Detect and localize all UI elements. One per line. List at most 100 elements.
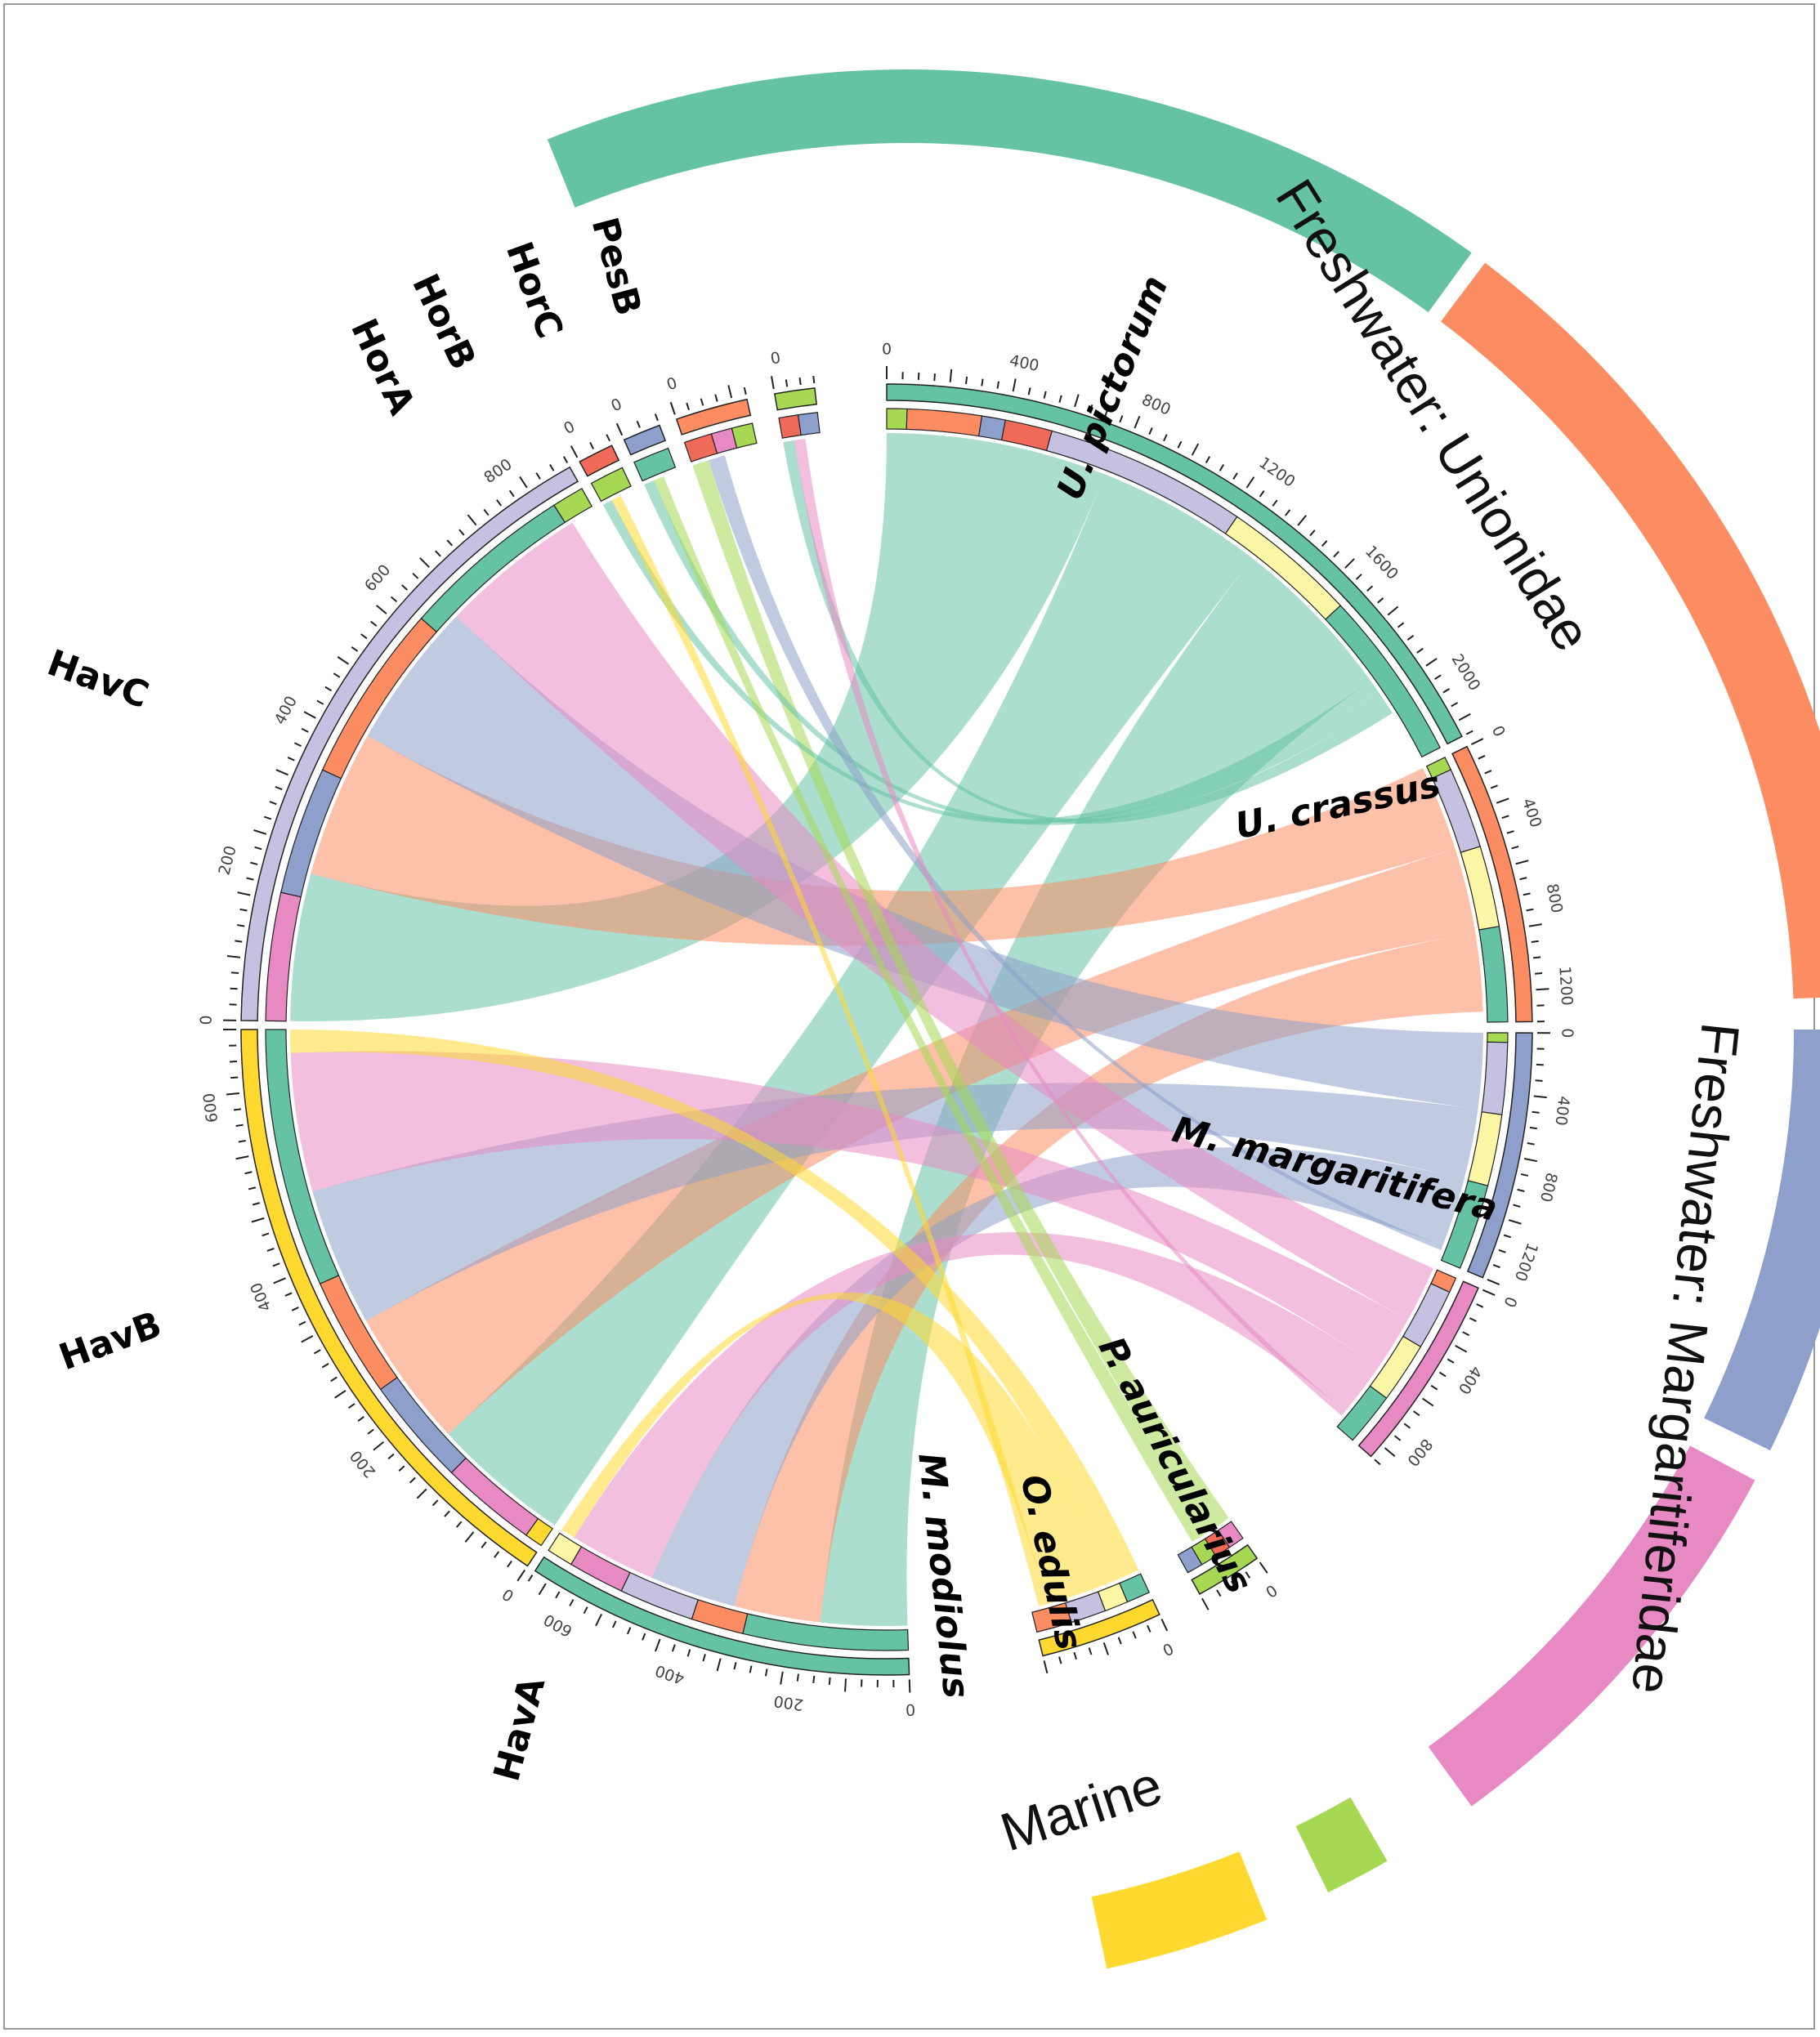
tick-upic-14 xyxy=(1104,409,1108,418)
tick-label-paur-0: 0 xyxy=(1500,1293,1520,1310)
tick-havc-28 xyxy=(375,605,387,614)
tick-horc-4 xyxy=(727,385,733,399)
tick-havb-0 xyxy=(516,1569,526,1582)
tick-label-upic-1: 400 xyxy=(1008,351,1040,375)
tick-upic-31 xyxy=(1333,551,1339,558)
tick-ucra-7 xyxy=(1511,845,1519,850)
tick-upic-18 xyxy=(1163,434,1168,442)
tick-label-horc-0: 0 xyxy=(664,374,679,395)
tick-ucra-11 xyxy=(1526,908,1534,912)
tick-havc-15 xyxy=(275,785,283,791)
tick-havc-4 xyxy=(226,955,241,958)
tick-havc-29 xyxy=(391,596,398,603)
tick-havc-18 xyxy=(294,742,302,748)
tick-upic-3 xyxy=(933,373,936,382)
tick-mmod-8 xyxy=(1043,1660,1049,1674)
sector-band-hava xyxy=(534,1556,910,1676)
tick-havc-32 xyxy=(419,557,430,568)
tick-paur-8 xyxy=(1422,1397,1434,1407)
tick-havb-22 xyxy=(291,1307,299,1311)
links-layer xyxy=(290,433,1483,1627)
tick-havc-40 xyxy=(519,476,528,489)
sector-label-hora: HorA xyxy=(342,312,423,421)
tick-label-pesb-0: 0 xyxy=(769,349,782,369)
tick-havc-8 xyxy=(237,891,251,896)
tick-hava-13 xyxy=(702,1654,706,1662)
tick-havc-21 xyxy=(316,699,324,705)
tick-upic-11 xyxy=(1058,395,1062,403)
tick-pesb-1 xyxy=(785,379,789,387)
sector-track-horb-0 xyxy=(633,447,677,482)
group-arc-marine-yellow xyxy=(1091,1851,1268,1969)
tick-upic-15 xyxy=(1119,415,1124,423)
tick-mmar-7 xyxy=(1527,1142,1535,1146)
tick-ucra-1 xyxy=(1478,755,1486,760)
tick-havb-35 xyxy=(233,1108,242,1111)
tick-hava-4 xyxy=(844,1678,847,1692)
link-mmar-hava xyxy=(651,1147,1464,1606)
tick-label-havc-2: 400 xyxy=(271,693,301,727)
tick-havc-9 xyxy=(246,877,254,881)
tick-havc-14 xyxy=(269,801,277,806)
tick-havc-11 xyxy=(254,846,262,851)
tick-havb-12 xyxy=(373,1441,385,1451)
tick-upic-20 xyxy=(1191,443,1200,456)
tick-upic-35 xyxy=(1377,597,1384,604)
tick-horb-2 xyxy=(654,413,659,422)
group-arc-margaritiferidae-pink xyxy=(1428,1445,1755,1807)
tick-upic-8 xyxy=(1012,378,1017,392)
link-mmar-havb xyxy=(312,1083,1478,1321)
tick-label-ucra-1: 400 xyxy=(1518,796,1545,829)
tick-label-mmar-3: 1200 xyxy=(1511,1240,1541,1284)
sector-label-horb: HorB xyxy=(404,268,484,376)
tick-paur-3 xyxy=(1462,1331,1470,1337)
tick-label-hava-0: 0 xyxy=(906,1700,916,1718)
tick-upic-37 xyxy=(1397,622,1405,628)
tick-upic-22 xyxy=(1219,464,1225,471)
tick-label-hava-3: 600 xyxy=(541,1610,575,1641)
tick-label-mmar-1: 400 xyxy=(1551,1095,1572,1127)
tick-hava-18 xyxy=(626,1627,632,1635)
tick-ucra-4 xyxy=(1496,797,1509,804)
tick-upic-28 xyxy=(1297,515,1307,526)
tick-hava-25 xyxy=(527,1575,534,1582)
tick-upic-32 xyxy=(1344,558,1355,569)
sector-track-mmar-1 xyxy=(1481,1041,1509,1115)
tick-horc-3 xyxy=(714,394,718,402)
tick-hava-11 xyxy=(733,1662,737,1670)
tick-upic-9 xyxy=(1027,387,1031,395)
tick-hava-24 xyxy=(538,1583,547,1596)
tick-havb-21 xyxy=(298,1320,306,1326)
tick-upic-43 xyxy=(1451,702,1459,708)
tick-upic-23 xyxy=(1232,472,1238,480)
tick-havc-20 xyxy=(303,711,316,719)
tick-havb-19 xyxy=(313,1349,321,1355)
tick-paur-9 xyxy=(1413,1410,1420,1417)
tick-havb-32 xyxy=(235,1155,249,1160)
tick-label-hava-1: 200 xyxy=(772,1691,804,1713)
tick-paur-10 xyxy=(1403,1423,1411,1429)
tick-havc-30 xyxy=(401,584,408,591)
tick-havc-33 xyxy=(435,550,441,557)
tick-oedu-4 xyxy=(1201,1597,1210,1610)
tick-upic-12 xyxy=(1074,394,1080,408)
sector-track-pesb-1 xyxy=(797,412,821,436)
tick-havb-9 xyxy=(409,1476,416,1484)
tick-havb-2 xyxy=(494,1551,500,1558)
tick-label-hora-0: 0 xyxy=(561,418,578,438)
tick-upic-29 xyxy=(1309,529,1316,537)
tick-oedu-3 xyxy=(1216,1589,1222,1597)
tick-label-mmod-0: 0 xyxy=(1160,1639,1176,1660)
tick-horc-1 xyxy=(686,402,690,410)
tick-label-upic-2: 800 xyxy=(1139,391,1174,419)
tick-havb-20 xyxy=(301,1335,314,1343)
tick-pesb-3 xyxy=(812,375,816,384)
link-paur-hava xyxy=(574,1232,1379,1578)
sector-track-mmar-0 xyxy=(1487,1032,1509,1043)
tick-mmod-6 xyxy=(1073,1651,1077,1660)
tick-upic-7 xyxy=(996,381,1000,389)
tick-ucra-15 xyxy=(1534,972,1543,975)
sector-label-mmod: M. modiolus xyxy=(910,1451,977,1700)
sector-track-upic-2 xyxy=(978,415,1007,441)
